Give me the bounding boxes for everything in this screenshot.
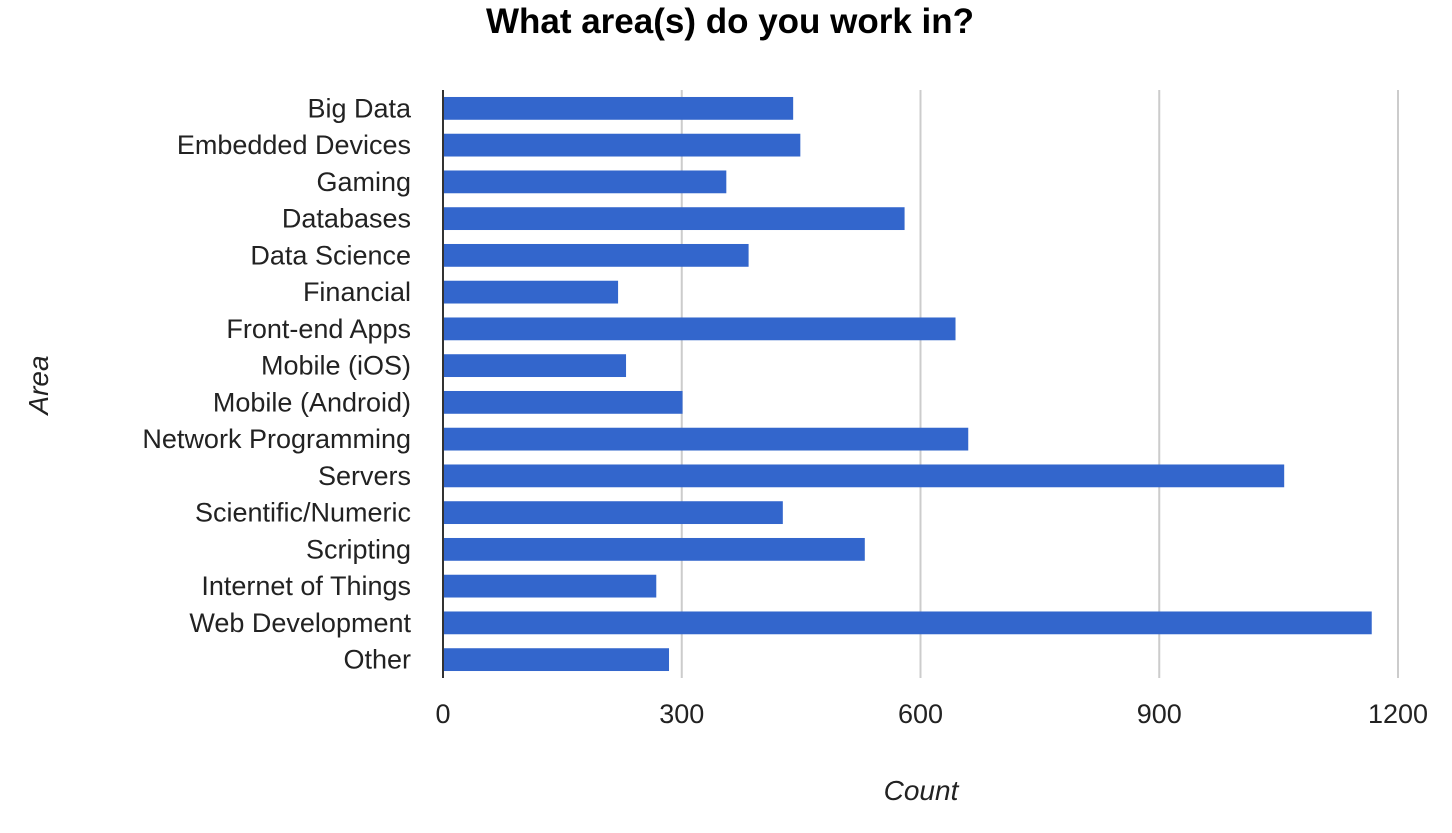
category-label: Mobile (Android)	[213, 387, 411, 417]
bar	[443, 648, 670, 672]
x-tick-label: 300	[659, 699, 704, 729]
category-labels: Big Data Embedded Devices Gaming Databases D…	[142, 93, 412, 674]
category-label: Network Programming	[142, 424, 411, 454]
category-label: Data Science	[250, 240, 411, 270]
category-label: Web Development	[189, 608, 411, 638]
bar	[443, 96, 794, 120]
category-label: Financial	[303, 277, 411, 307]
bar	[443, 574, 657, 598]
category-label: Scientific/Numeric	[195, 498, 411, 528]
bar	[443, 243, 749, 267]
bar	[443, 354, 627, 378]
category-label: Scripting	[306, 534, 411, 564]
bar	[443, 501, 783, 525]
bar	[443, 537, 865, 561]
bar	[443, 317, 956, 341]
x-tick-label: 1200	[1368, 699, 1428, 729]
category-label: Internet of Things	[201, 571, 411, 601]
bar	[443, 390, 683, 414]
bar	[443, 464, 1285, 488]
grid-lines	[680, 90, 1399, 678]
x-tick-label: 0	[435, 699, 450, 729]
category-label: Big Data	[307, 93, 412, 123]
category-label: Front-end Apps	[226, 314, 411, 344]
category-label: Gaming	[316, 167, 411, 197]
category-label: Servers	[318, 461, 411, 491]
x-tick-label: 900	[1137, 699, 1182, 729]
bar	[443, 280, 619, 304]
category-label: Mobile (iOS)	[261, 351, 411, 381]
bar	[443, 207, 905, 231]
x-tick-label: 600	[898, 699, 943, 729]
y-axis-title: Area	[23, 355, 54, 416]
x-tick-labels: 0 300 600 900 1200	[435, 699, 1428, 729]
bar	[443, 611, 1372, 635]
chart-title: What area(s) do you work in?	[486, 2, 974, 41]
x-axis-title: Count	[884, 775, 960, 806]
category-label: Databases	[282, 204, 411, 234]
bar	[443, 427, 969, 451]
category-label: Other	[343, 645, 411, 675]
bar	[443, 133, 801, 157]
bar-series	[443, 96, 1372, 672]
bar	[443, 170, 727, 194]
category-label: Embedded Devices	[177, 130, 411, 160]
